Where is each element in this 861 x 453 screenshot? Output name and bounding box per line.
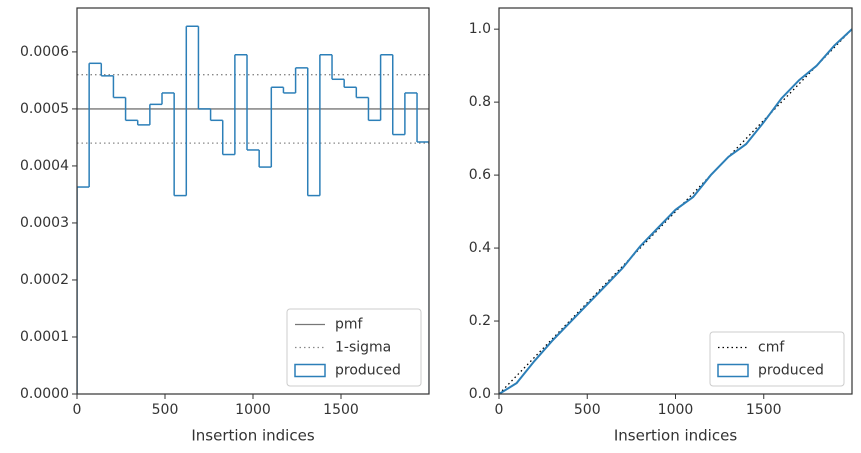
y-tick-label: 0.4 — [469, 240, 491, 256]
y-tick-label: 0.0004 — [20, 158, 69, 174]
legend-swatch — [717, 363, 749, 378]
y-tick-label: 0.2 — [469, 313, 491, 329]
x-tick-label: 0 — [73, 402, 82, 418]
x-tick-label: 1500 — [746, 402, 782, 418]
y-tick-label: 0.6 — [469, 167, 491, 183]
legend-swatch — [294, 363, 326, 378]
legend-box — [709, 331, 845, 387]
legend-label: 1-sigma — [335, 340, 391, 356]
legend-label: cmf — [758, 340, 785, 356]
plot-area — [499, 28, 852, 394]
axes-frame — [498, 7, 853, 395]
y-tick-label: 0.0002 — [20, 272, 69, 288]
y-tick-label: 0.0 — [469, 386, 491, 402]
x-tick-label: 1000 — [235, 402, 271, 418]
y-tick-label: 0.0006 — [20, 44, 69, 60]
y-tick-label: 0.0000 — [20, 386, 69, 402]
series-line — [499, 28, 852, 394]
x-tick-label: 1500 — [323, 402, 359, 418]
x-tick-label: 500 — [152, 402, 179, 418]
y-tick-label: 0.0003 — [20, 215, 69, 231]
plot-area — [77, 25, 429, 394]
series-line — [499, 28, 852, 394]
x-axis-label: Insertion indices — [191, 427, 314, 445]
legend-label: produced — [335, 363, 401, 379]
y-tick-label: 0.0001 — [20, 329, 69, 345]
y-tick-label: 0.8 — [469, 94, 491, 110]
y-tick-label: 1.0 — [469, 21, 491, 37]
x-tick-label: 1000 — [658, 402, 694, 418]
x-tick-label: 500 — [574, 402, 601, 418]
x-tick-label: 0 — [495, 402, 504, 418]
legend-label: produced — [758, 363, 824, 379]
x-axis-label: Insertion indices — [614, 427, 737, 445]
legend-box — [286, 308, 422, 387]
y-tick-label: 0.0005 — [20, 101, 69, 117]
axes-frame — [76, 7, 430, 395]
legend-label: pmf — [335, 317, 364, 333]
